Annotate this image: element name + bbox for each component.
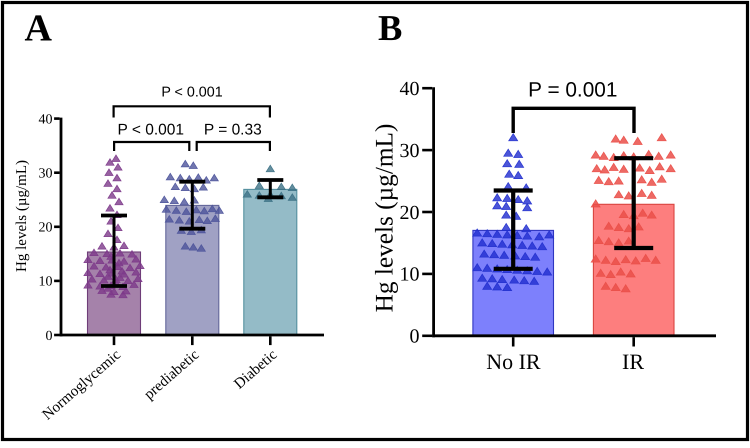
- svg-text:No IR: No IR: [486, 349, 541, 374]
- svg-text:P < 0.001: P < 0.001: [161, 85, 222, 101]
- svg-text:40: 40: [39, 112, 53, 127]
- svg-text:10: 10: [400, 264, 420, 286]
- svg-text:Hg levels (µg/mL): Hg levels (µg/mL): [14, 160, 30, 272]
- svg-text:IR: IR: [622, 349, 644, 374]
- svg-text:30: 30: [39, 167, 53, 182]
- svg-text:P = 0.001: P = 0.001: [528, 78, 617, 101]
- svg-text:20: 20: [39, 221, 53, 236]
- svg-text:0: 0: [410, 326, 420, 348]
- svg-text:40: 40: [400, 78, 420, 100]
- svg-text:0: 0: [46, 329, 53, 344]
- svg-text:B: B: [378, 7, 402, 48]
- svg-text:10: 10: [39, 275, 53, 290]
- svg-text:P = 0.33: P = 0.33: [204, 122, 262, 139]
- svg-text:P < 0.001: P < 0.001: [118, 122, 185, 139]
- svg-text:30: 30: [400, 140, 420, 162]
- svg-text:20: 20: [400, 202, 420, 224]
- svg-text:Hg levels (µg/mL): Hg levels (µg/mL): [371, 124, 399, 313]
- svg-text:A: A: [25, 8, 53, 50]
